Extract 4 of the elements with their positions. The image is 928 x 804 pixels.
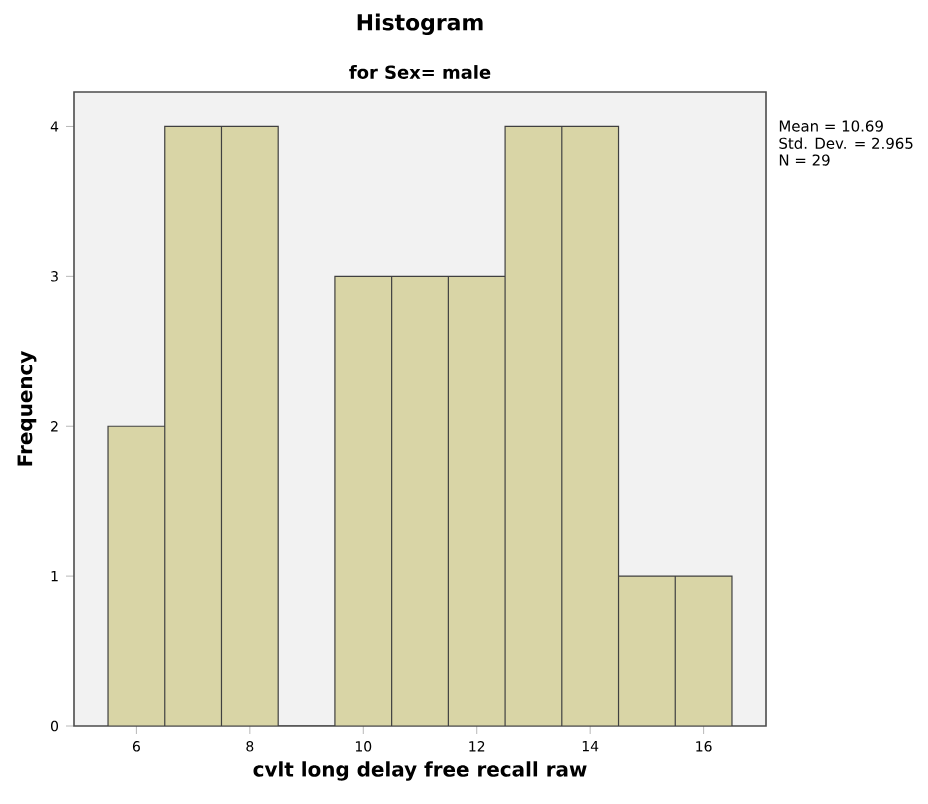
chart-title: Histogram bbox=[357, 13, 483, 35]
chart-subtitle: for Sex= male bbox=[349, 65, 491, 79]
y-axis-title: Frequency bbox=[17, 351, 37, 466]
x-axis-title: cvlt long delay free recall raw bbox=[253, 761, 587, 781]
